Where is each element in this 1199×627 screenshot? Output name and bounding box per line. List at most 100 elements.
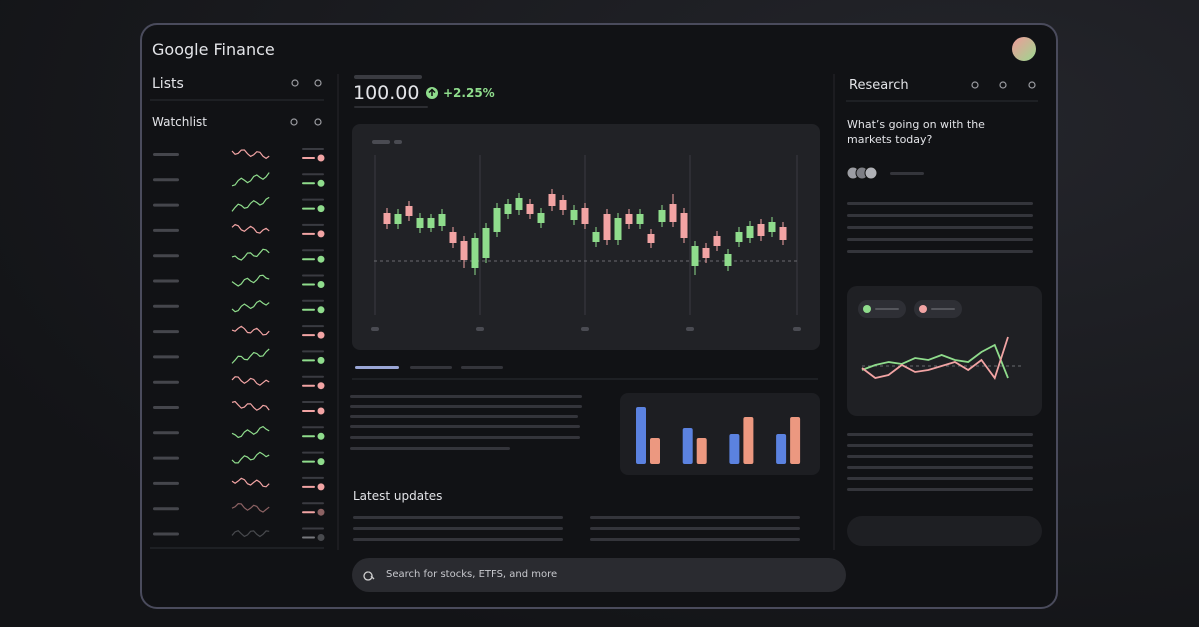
candle-body bbox=[669, 204, 677, 222]
trend-dot bbox=[317, 508, 325, 516]
placeholder bbox=[350, 425, 580, 428]
sparkline bbox=[231, 376, 270, 386]
research-chart-panel bbox=[847, 286, 1042, 416]
placeholder bbox=[302, 435, 315, 438]
placeholder bbox=[302, 410, 315, 412]
placeholder bbox=[793, 327, 801, 331]
placeholder bbox=[371, 327, 379, 331]
search-icon bbox=[363, 571, 375, 581]
sparkline bbox=[231, 400, 270, 411]
trend-dot bbox=[317, 255, 325, 263]
placeholder bbox=[847, 488, 1033, 491]
candle-body bbox=[559, 200, 567, 210]
placeholder bbox=[847, 238, 1033, 241]
candle-body bbox=[724, 254, 732, 266]
candle-body bbox=[779, 227, 787, 240]
trend-dot bbox=[317, 483, 325, 491]
search-placeholder[interactable]: Search for stocks, ETFS, and more bbox=[386, 569, 558, 580]
source-icon bbox=[864, 166, 878, 180]
placeholder bbox=[410, 366, 452, 369]
placeholder bbox=[461, 366, 503, 369]
placeholder bbox=[302, 148, 324, 150]
legend-dot bbox=[863, 305, 871, 313]
placeholder bbox=[476, 327, 484, 331]
sparkline bbox=[231, 451, 270, 464]
candle-body bbox=[570, 210, 578, 220]
trend-dot bbox=[317, 179, 325, 187]
bar bbox=[729, 434, 740, 464]
placeholder bbox=[350, 405, 582, 408]
placeholder bbox=[847, 250, 1033, 253]
up-arrow bbox=[428, 88, 436, 96]
placeholder bbox=[302, 350, 324, 353]
trend-dot bbox=[317, 382, 325, 390]
icon bbox=[1028, 81, 1036, 89]
sparkline bbox=[231, 149, 270, 160]
placeholder bbox=[153, 153, 179, 156]
candle-body bbox=[702, 248, 710, 258]
placeholder bbox=[153, 254, 179, 258]
placeholder bbox=[153, 507, 179, 511]
candle-body bbox=[625, 214, 633, 224]
app-title: Google Finance bbox=[152, 40, 275, 59]
placeholder bbox=[302, 401, 324, 403]
placeholder bbox=[372, 140, 390, 144]
icon bbox=[314, 79, 322, 87]
placeholder bbox=[302, 476, 324, 479]
bar bbox=[682, 428, 693, 464]
candle-body bbox=[482, 228, 490, 258]
sparkline bbox=[231, 477, 270, 488]
placeholder bbox=[355, 366, 399, 369]
placeholder bbox=[890, 172, 924, 175]
icon bbox=[314, 118, 322, 126]
placeholder bbox=[302, 182, 315, 185]
sparkline bbox=[231, 300, 270, 313]
candle-body bbox=[416, 218, 424, 228]
placeholder bbox=[847, 202, 1033, 205]
placeholder bbox=[350, 415, 578, 418]
placeholder bbox=[302, 274, 324, 277]
bar bbox=[790, 417, 801, 464]
placeholder bbox=[581, 327, 589, 331]
candle-body bbox=[394, 214, 402, 224]
avatar[interactable] bbox=[1012, 37, 1036, 61]
placeholder bbox=[354, 106, 428, 108]
placeholder bbox=[394, 140, 402, 144]
candle-body bbox=[680, 213, 688, 238]
placeholder bbox=[847, 466, 1033, 469]
placeholder bbox=[302, 485, 315, 488]
placeholder bbox=[302, 325, 324, 328]
placeholder bbox=[153, 228, 179, 232]
candle-body bbox=[713, 236, 721, 246]
placeholder bbox=[153, 456, 179, 460]
placeholder bbox=[302, 536, 315, 539]
placeholder bbox=[847, 226, 1033, 229]
bar-panel bbox=[620, 393, 820, 475]
placeholder bbox=[353, 538, 563, 541]
trend-dot bbox=[317, 432, 325, 440]
search-bar[interactable] bbox=[352, 558, 846, 592]
candle-body bbox=[460, 241, 468, 260]
lists-label[interactable]: Lists bbox=[152, 76, 184, 92]
placeholder bbox=[875, 308, 899, 310]
trend-dot bbox=[317, 407, 325, 415]
candle-body bbox=[537, 213, 545, 223]
candle-body bbox=[581, 208, 589, 224]
watchlist-label[interactable]: Watchlist bbox=[152, 115, 207, 129]
candle-body bbox=[383, 213, 391, 224]
candle-body bbox=[548, 194, 556, 206]
placeholder bbox=[302, 173, 324, 176]
candle-body bbox=[592, 232, 600, 242]
placeholder bbox=[302, 258, 315, 261]
candle-body bbox=[691, 246, 699, 266]
placeholder bbox=[302, 359, 315, 362]
bar bbox=[743, 417, 754, 464]
candle-body bbox=[636, 214, 644, 224]
candle-body bbox=[757, 224, 765, 236]
research-prompt[interactable]: What’s going on with the markets today? bbox=[847, 118, 985, 146]
placeholder bbox=[847, 433, 1033, 436]
placeholder bbox=[686, 327, 694, 331]
placeholder bbox=[931, 308, 955, 310]
